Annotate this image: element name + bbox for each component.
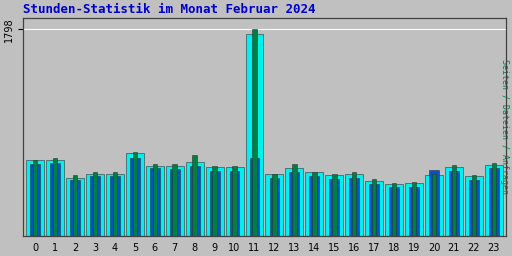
Bar — [492, 163, 496, 236]
Bar — [329, 179, 339, 236]
Bar — [305, 172, 323, 236]
Text: Stunden-Statistik im Monat Februar 2024: Stunden-Statistik im Monat Februar 2024 — [23, 4, 316, 16]
Bar — [269, 178, 280, 236]
Bar — [73, 175, 77, 236]
Bar — [332, 174, 336, 236]
Bar — [425, 175, 443, 236]
Bar — [130, 158, 140, 236]
Bar — [173, 164, 177, 236]
Bar — [472, 175, 476, 236]
Bar — [265, 174, 284, 236]
Bar — [289, 172, 300, 236]
Bar — [66, 178, 84, 236]
Bar — [166, 166, 184, 236]
Bar — [212, 166, 217, 236]
Bar — [449, 171, 459, 236]
Bar — [432, 174, 436, 236]
Bar — [429, 169, 439, 236]
Bar — [372, 179, 376, 236]
Bar — [489, 168, 499, 236]
Bar — [186, 162, 204, 236]
Bar — [210, 171, 220, 236]
Bar — [465, 176, 483, 236]
Bar — [133, 152, 137, 236]
Bar — [110, 176, 120, 236]
Bar — [485, 165, 503, 236]
Bar — [352, 172, 356, 236]
Bar — [33, 160, 37, 236]
Bar — [365, 181, 383, 236]
Bar — [252, 29, 257, 236]
Bar — [190, 166, 200, 236]
Bar — [272, 174, 276, 236]
Bar — [26, 160, 44, 236]
Bar — [312, 172, 316, 236]
Bar — [150, 168, 160, 236]
Bar — [285, 168, 303, 236]
Bar — [70, 180, 80, 236]
Bar — [106, 174, 124, 236]
Bar — [50, 163, 60, 236]
Bar — [170, 169, 180, 236]
Bar — [349, 178, 359, 236]
Bar — [452, 165, 456, 236]
Bar — [389, 187, 399, 236]
Bar — [369, 185, 379, 236]
Bar — [229, 171, 240, 236]
Bar — [345, 174, 363, 236]
Bar — [469, 180, 479, 236]
Bar — [412, 182, 416, 236]
Bar — [193, 155, 197, 236]
Bar — [153, 164, 157, 236]
Bar — [126, 153, 144, 236]
Bar — [206, 167, 224, 236]
Bar — [232, 166, 237, 236]
Bar — [409, 187, 419, 236]
Bar — [90, 176, 100, 236]
Bar — [309, 176, 319, 236]
Bar — [86, 174, 104, 236]
Bar — [392, 183, 396, 236]
Bar — [30, 164, 40, 236]
Y-axis label: Seiten / Dateien / Anfragen: Seiten / Dateien / Anfragen — [500, 59, 508, 195]
Bar — [226, 167, 244, 236]
Bar — [146, 166, 164, 236]
Bar — [385, 184, 403, 236]
Bar — [246, 34, 264, 236]
Bar — [113, 172, 117, 236]
Bar — [46, 160, 64, 236]
Bar — [93, 172, 97, 236]
Bar — [405, 183, 423, 236]
Bar — [325, 175, 343, 236]
Bar — [249, 158, 260, 236]
Bar — [445, 167, 463, 236]
Bar — [292, 164, 296, 236]
Bar — [53, 158, 57, 236]
